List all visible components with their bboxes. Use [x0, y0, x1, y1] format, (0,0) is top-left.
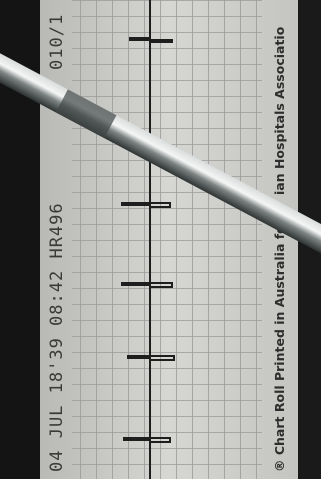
imprint-end: ian Hospitals Associatio: [272, 26, 287, 195]
timestamp: 04 JUL 18'39 08:42 HR496: [47, 202, 67, 472]
strip-code: 010/1: [47, 14, 67, 70]
grid: [72, 0, 262, 479]
imprint-start: ® Chart Roll Printed in Australia fo: [272, 225, 287, 472]
photo: 04 JUL 18'39 08:42 HR496 010/1 ® Chart R…: [0, 0, 321, 479]
